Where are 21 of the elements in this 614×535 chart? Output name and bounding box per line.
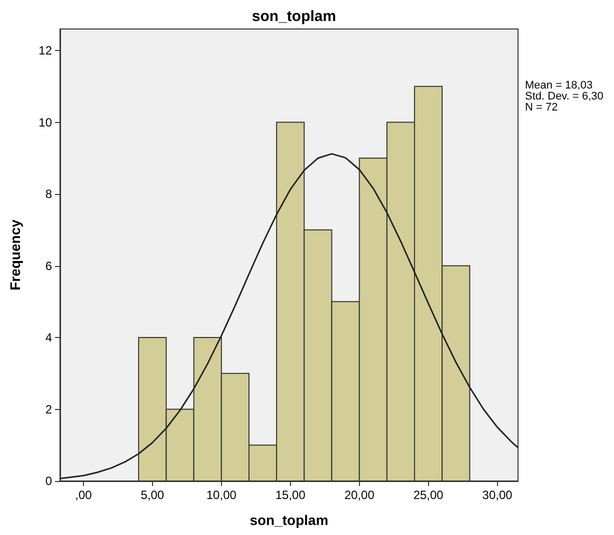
- line-series: [59, 153, 519, 480]
- text: Mean = 18,03: [525, 80, 593, 92]
- y-tick-label: 10: [38, 115, 52, 130]
- x-tick-label: 10,00: [206, 488, 237, 502]
- y-tick-label: 8: [45, 187, 52, 202]
- y-tick-label: 6: [45, 258, 52, 273]
- x-tick-label: ,00: [75, 488, 92, 502]
- chart-title: son_toplam: [252, 8, 336, 25]
- x-tick-label: 5,00: [140, 488, 164, 502]
- x-axis-title: son_toplam: [250, 512, 328, 528]
- y-tick-label: 0: [45, 474, 52, 488]
- x-tick-label: 15,00: [275, 488, 306, 502]
- y-tick-label: 4: [45, 330, 52, 345]
- text: Std. Dev. = 6,30: [525, 90, 604, 102]
- y-axis-title: Frequency: [7, 219, 23, 290]
- text: N = 72: [525, 102, 558, 114]
- y-tick-label: 2: [45, 402, 52, 416]
- x-tick-label: 20,00: [344, 488, 375, 502]
- y-tick-label: 12: [38, 44, 52, 58]
- x-tick-label: 30,00: [482, 488, 513, 502]
- x-tick-label: 25,00: [413, 488, 444, 502]
